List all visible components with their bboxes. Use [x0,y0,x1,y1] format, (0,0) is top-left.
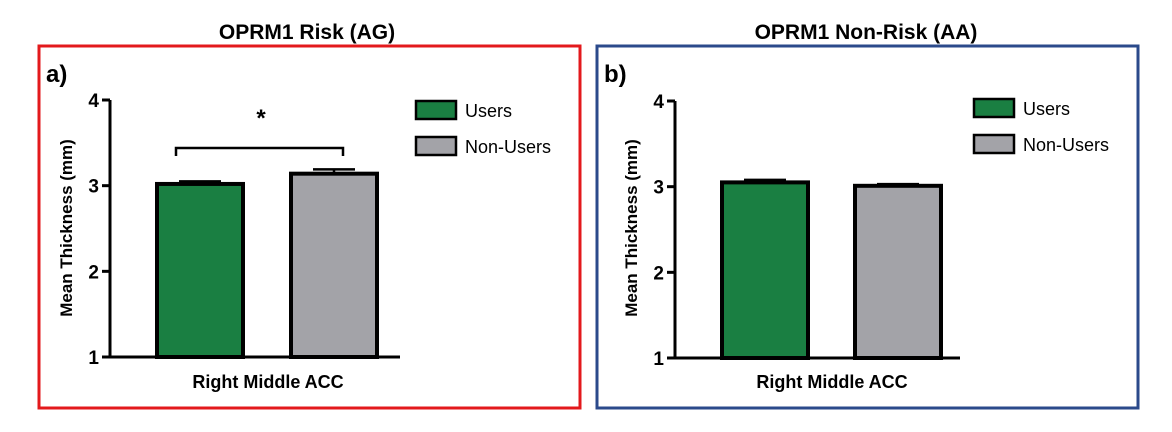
panel-a: OPRM1 Risk (AG) a) Right Middle ACC Mean… [37,21,582,410]
legend-swatch [414,135,458,157]
y-tick-label: 1 [653,349,664,370]
y-tick-label: 2 [653,263,664,284]
panel-a-label: a) [46,61,67,88]
bar-non-users [289,171,379,359]
significance-asterisk: * [256,105,266,132]
legend-label: Non-Users [1023,135,1109,155]
legend-label: Users [465,101,512,121]
y-tick-label: 3 [88,177,99,198]
y-tick-label: 4 [653,92,664,113]
y-tick-label: 2 [88,262,99,283]
panel-b: OPRM1 Non-Risk (AA) b) Right Middle ACC … [595,21,1140,410]
panel-a-xlabel: Right Middle ACC [192,372,343,392]
panel-b-title: OPRM1 Non-Risk (AA) [755,21,978,44]
panel-b-border [595,44,1140,410]
legend-label: Non-Users [465,137,551,157]
bar-non-users [853,183,943,360]
panel-a-title: OPRM1 Risk (AG) [219,21,395,44]
legend-swatch [414,99,458,121]
bar-users [155,181,245,359]
legend-label: Users [1023,99,1070,119]
y-tick-label: 1 [88,348,99,369]
panel-b-xlabel: Right Middle ACC [756,372,907,392]
legend-swatch [972,97,1016,119]
bar-users [720,180,810,360]
panel-b-label: b) [604,61,627,88]
panel-b-ylabel: Mean Thickness (mm) [622,139,641,317]
y-tick-label: 3 [653,178,664,199]
panel-a-border [37,44,582,410]
y-tick-label: 4 [88,91,99,112]
panel-a-ylabel: Mean Thickness (mm) [57,139,76,317]
significance-bracket [174,146,345,156]
legend-swatch [972,133,1016,155]
